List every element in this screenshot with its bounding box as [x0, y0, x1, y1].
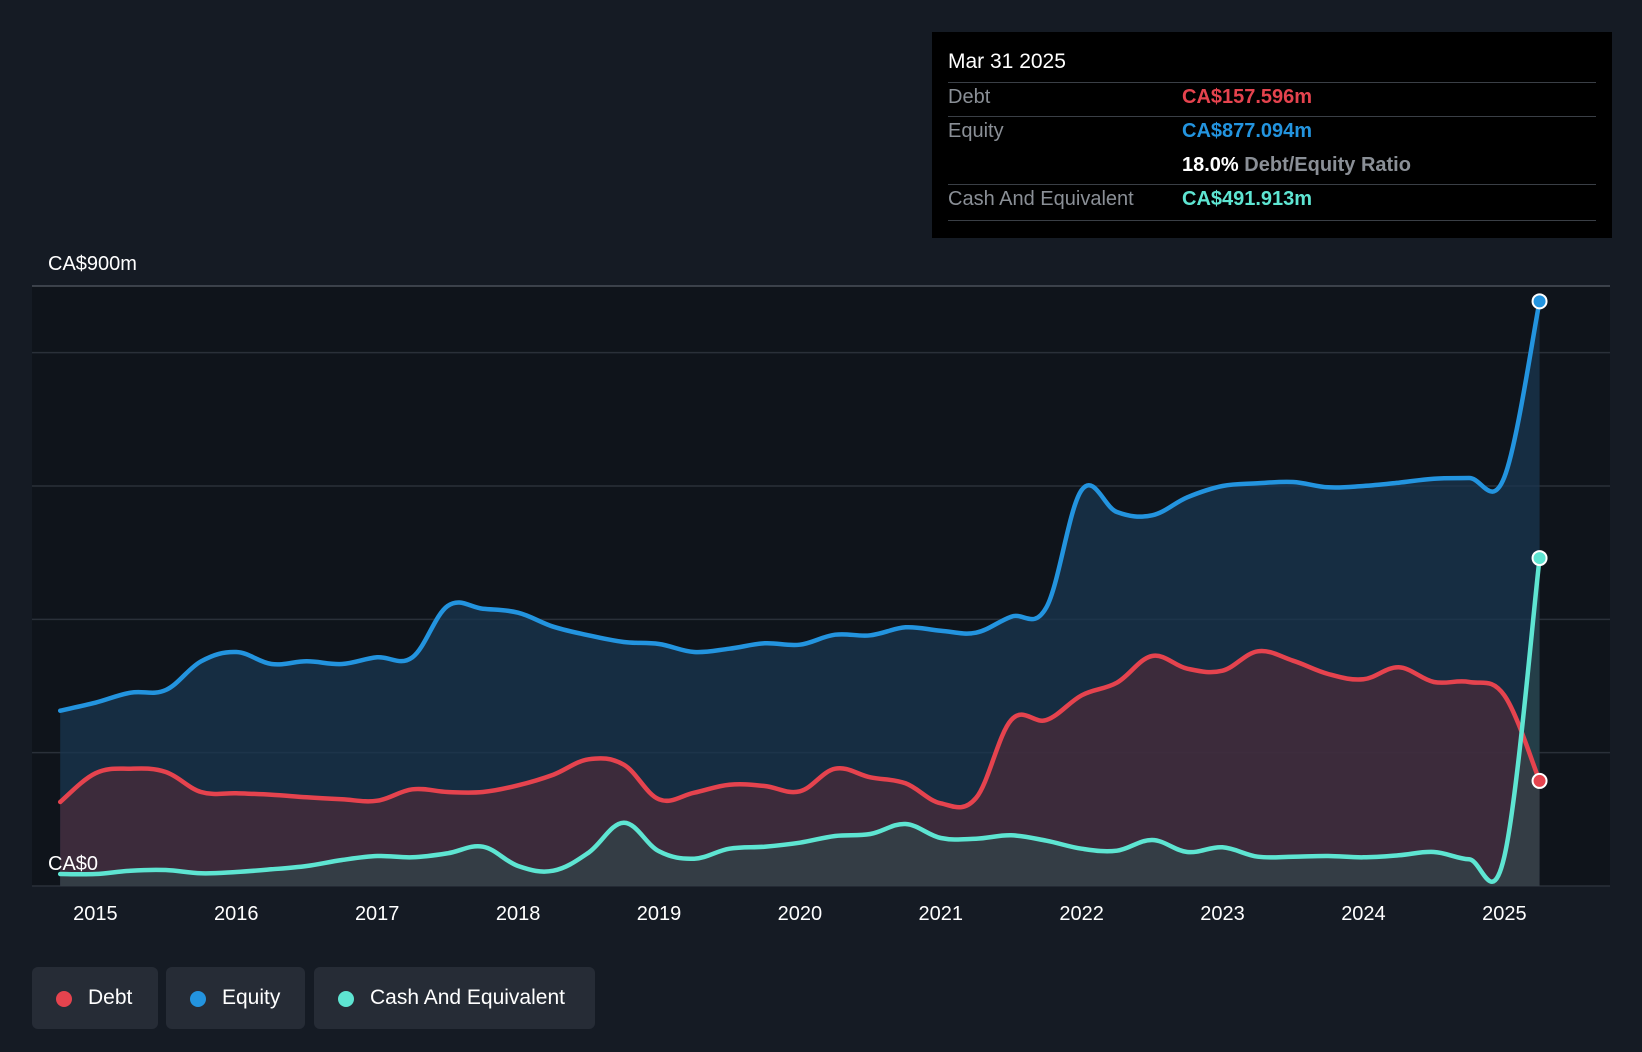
- x-tick-label: 2024: [1341, 903, 1386, 925]
- tooltip-ratio-row: 18.0% Debt/Equity Ratio: [948, 148, 1596, 182]
- x-tick-label: 2025: [1482, 903, 1527, 925]
- legend-label-equity: Equity: [222, 986, 281, 1009]
- tooltip-divider: [948, 82, 1596, 83]
- tooltip-cash-row: Cash And Equivalent CA$491.913m: [948, 182, 1596, 216]
- tooltip-debt-row: Debt CA$157.596m: [948, 80, 1596, 114]
- x-tick-label: 2017: [355, 903, 400, 925]
- tooltip-cash-value: CA$491.913m: [1182, 188, 1313, 210]
- tooltip-ratio-label: Debt/Equity Ratio: [1244, 154, 1411, 176]
- debt-line: [57, 648, 1542, 810]
- cash-line: [57, 555, 1542, 884]
- tooltip-date: Mar 31 2025: [948, 50, 1066, 73]
- series-areas: [60, 301, 1540, 886]
- equity-line: [57, 299, 1542, 713]
- x-tick-label: 2020: [778, 903, 823, 925]
- tooltip-debt-value: CA$157.596m: [1182, 86, 1313, 108]
- debt-endpoint: [1531, 772, 1548, 789]
- tooltip-divider: [948, 184, 1596, 185]
- x-tick-label: 2022: [1059, 903, 1104, 925]
- tooltip-equity-label: Equity: [948, 120, 1004, 142]
- debt-area: [60, 651, 1540, 886]
- cash-endpoint: [1531, 550, 1548, 567]
- tooltip-debt-label: Debt: [948, 86, 991, 108]
- tooltip-ratio: 18.0% Debt/Equity Ratio: [1182, 154, 1411, 177]
- y-tick-label-bottom: CA$0: [48, 853, 98, 875]
- legend-item-debt[interactable]: Debt: [32, 967, 158, 1029]
- series-lines: [57, 299, 1542, 884]
- x-tick-label: 2023: [1200, 903, 1245, 925]
- legend-item-cash[interactable]: Cash And Equivalent: [314, 967, 595, 1029]
- x-axis-ticks: 2015 2016 2017 2018 2019 2020 2021 2022 2023 2024…: [73, 903, 1526, 925]
- x-tick-label: 2016: [214, 903, 259, 925]
- tooltip: Mar 31 2025 Debt CA$157.596m Equity CA$8…: [932, 32, 1612, 238]
- x-tick-label: 2019: [637, 903, 682, 925]
- y-tick-label-top: CA$900m: [48, 253, 137, 275]
- cash-dot-icon: [338, 991, 354, 1007]
- debt-dot-icon: [56, 991, 72, 1007]
- tooltip-ratio-value: 18.0%: [1182, 154, 1239, 176]
- legend-label-debt: Debt: [88, 986, 133, 1009]
- series-endpoints: [1531, 293, 1548, 789]
- tooltip-cash-label: Cash And Equivalent: [948, 188, 1134, 210]
- legend-label-cash: Cash And Equivalent: [370, 986, 565, 1009]
- x-tick-label: 2018: [496, 903, 541, 925]
- x-tick-label: 2021: [919, 903, 964, 925]
- tooltip-divider: [948, 220, 1596, 221]
- tooltip-equity-value: CA$877.094m: [1182, 120, 1313, 142]
- equity-endpoint: [1531, 293, 1548, 310]
- tooltip-divider: [948, 116, 1596, 117]
- tooltip-equity-row: Equity CA$877.094m: [948, 114, 1596, 148]
- equity-dot-icon: [190, 991, 206, 1007]
- x-tick-label: 2015: [73, 903, 118, 925]
- legend-item-equity[interactable]: Equity: [166, 967, 305, 1029]
